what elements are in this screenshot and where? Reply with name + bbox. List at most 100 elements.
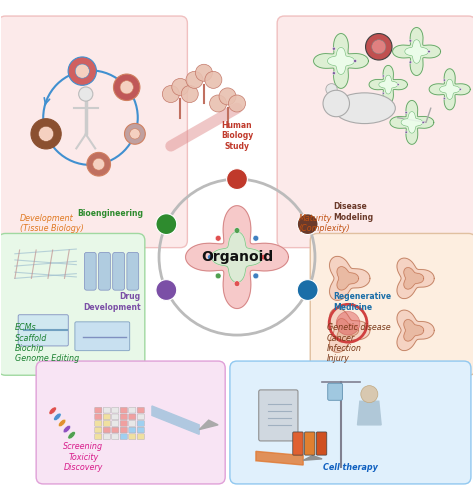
FancyBboxPatch shape: [112, 420, 119, 426]
Circle shape: [405, 112, 408, 114]
FancyBboxPatch shape: [112, 408, 119, 413]
Ellipse shape: [54, 413, 61, 420]
FancyBboxPatch shape: [95, 434, 102, 440]
FancyBboxPatch shape: [95, 420, 102, 426]
FancyBboxPatch shape: [328, 384, 342, 400]
FancyBboxPatch shape: [99, 252, 110, 290]
Circle shape: [68, 57, 97, 86]
FancyBboxPatch shape: [112, 427, 119, 433]
Circle shape: [382, 92, 384, 94]
Text: ECMs
Scaffold
Biochip
Genome Editing: ECMs Scaffold Biochip Genome Editing: [15, 323, 79, 364]
FancyBboxPatch shape: [95, 414, 102, 420]
Circle shape: [253, 273, 259, 278]
FancyBboxPatch shape: [18, 314, 68, 346]
Polygon shape: [303, 456, 322, 460]
Circle shape: [219, 88, 236, 105]
FancyBboxPatch shape: [129, 434, 136, 440]
FancyBboxPatch shape: [305, 432, 315, 455]
Circle shape: [443, 79, 446, 81]
Circle shape: [234, 281, 240, 286]
FancyBboxPatch shape: [129, 414, 136, 420]
Polygon shape: [405, 40, 428, 64]
Circle shape: [79, 87, 93, 101]
Polygon shape: [329, 308, 370, 352]
FancyBboxPatch shape: [293, 432, 303, 455]
Text: Regenerative
Medicine: Regenerative Medicine: [333, 292, 392, 312]
Polygon shape: [439, 79, 460, 100]
Ellipse shape: [58, 419, 66, 426]
Circle shape: [405, 131, 408, 134]
Circle shape: [409, 61, 412, 64]
Ellipse shape: [334, 93, 395, 124]
Circle shape: [31, 118, 61, 149]
Circle shape: [215, 236, 221, 241]
FancyBboxPatch shape: [317, 432, 327, 455]
Polygon shape: [429, 69, 470, 110]
Circle shape: [253, 236, 259, 241]
FancyBboxPatch shape: [95, 427, 102, 433]
Text: Disease
Modeling: Disease Modeling: [333, 202, 374, 222]
Circle shape: [210, 95, 227, 112]
FancyBboxPatch shape: [277, 16, 474, 247]
Circle shape: [409, 40, 412, 42]
FancyBboxPatch shape: [120, 408, 128, 413]
FancyBboxPatch shape: [230, 361, 471, 484]
FancyBboxPatch shape: [103, 414, 110, 420]
Ellipse shape: [68, 432, 75, 439]
Polygon shape: [397, 258, 434, 298]
Circle shape: [297, 214, 318, 234]
FancyBboxPatch shape: [84, 252, 96, 290]
Circle shape: [443, 98, 446, 100]
FancyBboxPatch shape: [127, 252, 139, 290]
Text: Bioengineering: Bioengineering: [77, 208, 143, 218]
Text: Screening
Toxicity
Discovery: Screening Toxicity Discovery: [64, 442, 103, 472]
Circle shape: [428, 50, 430, 53]
Circle shape: [120, 80, 133, 94]
Polygon shape: [328, 48, 355, 74]
Text: Maturity
(Complexity): Maturity (Complexity): [299, 214, 350, 234]
Circle shape: [156, 214, 177, 234]
Text: Genetic disease
Cancer
Infection
Injury: Genetic disease Cancer Infection Injury: [327, 323, 391, 364]
FancyBboxPatch shape: [137, 408, 145, 413]
Circle shape: [205, 72, 222, 88]
Polygon shape: [369, 66, 408, 104]
Polygon shape: [212, 232, 262, 282]
Text: Human
Biology
Study: Human Biology Study: [221, 121, 253, 151]
Circle shape: [361, 386, 378, 402]
FancyBboxPatch shape: [103, 434, 110, 440]
FancyBboxPatch shape: [137, 414, 145, 420]
Circle shape: [365, 34, 392, 60]
Polygon shape: [404, 320, 424, 341]
Text: Organoid: Organoid: [201, 250, 273, 264]
FancyBboxPatch shape: [36, 361, 225, 484]
FancyBboxPatch shape: [129, 427, 136, 433]
Ellipse shape: [49, 407, 56, 414]
Circle shape: [125, 124, 146, 144]
FancyBboxPatch shape: [113, 252, 125, 290]
Circle shape: [261, 254, 266, 260]
Circle shape: [234, 228, 240, 234]
Text: Development
(Tissue Biology): Development (Tissue Biology): [19, 214, 83, 234]
FancyBboxPatch shape: [137, 420, 145, 426]
Polygon shape: [314, 34, 368, 88]
Circle shape: [227, 168, 247, 190]
Circle shape: [75, 64, 90, 78]
FancyBboxPatch shape: [259, 390, 298, 441]
FancyBboxPatch shape: [120, 420, 128, 426]
Circle shape: [228, 95, 246, 112]
FancyBboxPatch shape: [120, 414, 128, 420]
Circle shape: [422, 121, 424, 124]
FancyBboxPatch shape: [129, 420, 136, 426]
Polygon shape: [152, 406, 199, 434]
Circle shape: [372, 40, 386, 54]
Polygon shape: [337, 318, 358, 342]
Polygon shape: [186, 206, 288, 308]
FancyBboxPatch shape: [103, 427, 110, 433]
FancyBboxPatch shape: [75, 322, 130, 350]
Circle shape: [332, 72, 336, 74]
Text: Cell therapy: Cell therapy: [323, 463, 378, 472]
Ellipse shape: [63, 426, 71, 433]
Circle shape: [162, 86, 179, 102]
Circle shape: [172, 78, 189, 96]
FancyBboxPatch shape: [120, 434, 128, 440]
